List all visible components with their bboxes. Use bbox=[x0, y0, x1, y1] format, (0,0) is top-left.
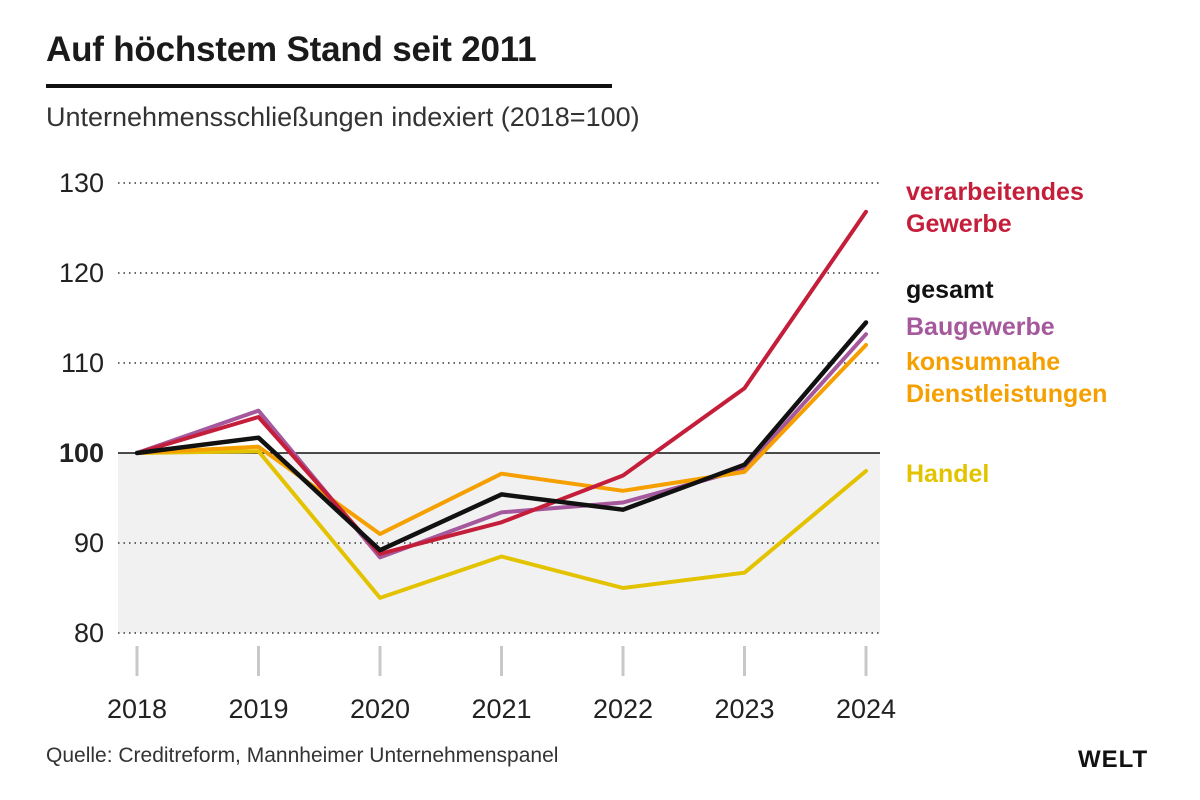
source-note: Quelle: Creditreform, Mannheimer Unterne… bbox=[46, 744, 559, 767]
legend-label-line: konsumnahe bbox=[906, 348, 1061, 376]
y-axis-ticks: 80 90 100 110 120 130 bbox=[59, 168, 104, 648]
legend-label-line: verarbeitendes bbox=[906, 178, 1084, 206]
title-underline bbox=[46, 84, 612, 88]
y-tick-label-110: 110 bbox=[61, 348, 104, 378]
series-line-konsumnahe-dienstleistungen bbox=[135, 343, 868, 536]
page-subtitle: Unternehmensschließungen indexiert (2018… bbox=[46, 102, 640, 132]
y-tick-label-120: 120 bbox=[59, 258, 104, 288]
y-tick-label-100: 100 bbox=[59, 438, 104, 468]
grid-lines bbox=[118, 182, 880, 634]
x-tick-label-2021: 2021 bbox=[471, 694, 531, 724]
x-tick-label-2020: 2020 bbox=[350, 694, 410, 724]
y-tick-label-90: 90 bbox=[74, 528, 104, 558]
x-tick-label-2018: 2018 bbox=[107, 694, 167, 724]
x-tick-label-2019: 2019 bbox=[228, 694, 288, 724]
legend-label-gesamt: gesamt bbox=[906, 274, 994, 306]
legend-label-verarbeitendes-gewerbe: verarbeitendes Gewerbe bbox=[906, 176, 1084, 240]
series-line-handel bbox=[135, 449, 868, 600]
x-axis-ticks: 2018 2019 2020 2021 2022 2023 2024 bbox=[107, 646, 896, 724]
legend-label-line: Baugewerbe bbox=[906, 313, 1055, 341]
legend-label-konsumnahe-dienstleistungen: konsumnahe Dienstleistungen bbox=[906, 346, 1107, 410]
y-tick-label-130: 130 bbox=[59, 168, 104, 198]
x-tick-label-2022: 2022 bbox=[593, 694, 653, 724]
y-tick-label-80: 80 bbox=[74, 618, 104, 648]
legend-label-line: Gewerbe bbox=[906, 210, 1012, 238]
legend-label-line: gesamt bbox=[906, 276, 994, 304]
series-line-gesamt bbox=[134, 320, 869, 553]
legend-label-line: Handel bbox=[906, 460, 990, 488]
legend-label-handel: Handel bbox=[906, 458, 989, 490]
page-title: Auf höchstem Stand seit 2011 bbox=[46, 30, 537, 69]
series-lines bbox=[134, 209, 869, 600]
brand-logo: WELT bbox=[1078, 746, 1149, 773]
x-tick-label-2024: 2024 bbox=[836, 694, 896, 724]
x-tick-label-2023: 2023 bbox=[714, 694, 774, 724]
series-line-verarbeitendes-gewerbe bbox=[135, 209, 868, 556]
legend-label-line: Dienstleistungen bbox=[906, 380, 1108, 408]
legend-label-baugewerbe: Baugewerbe bbox=[906, 311, 1055, 343]
